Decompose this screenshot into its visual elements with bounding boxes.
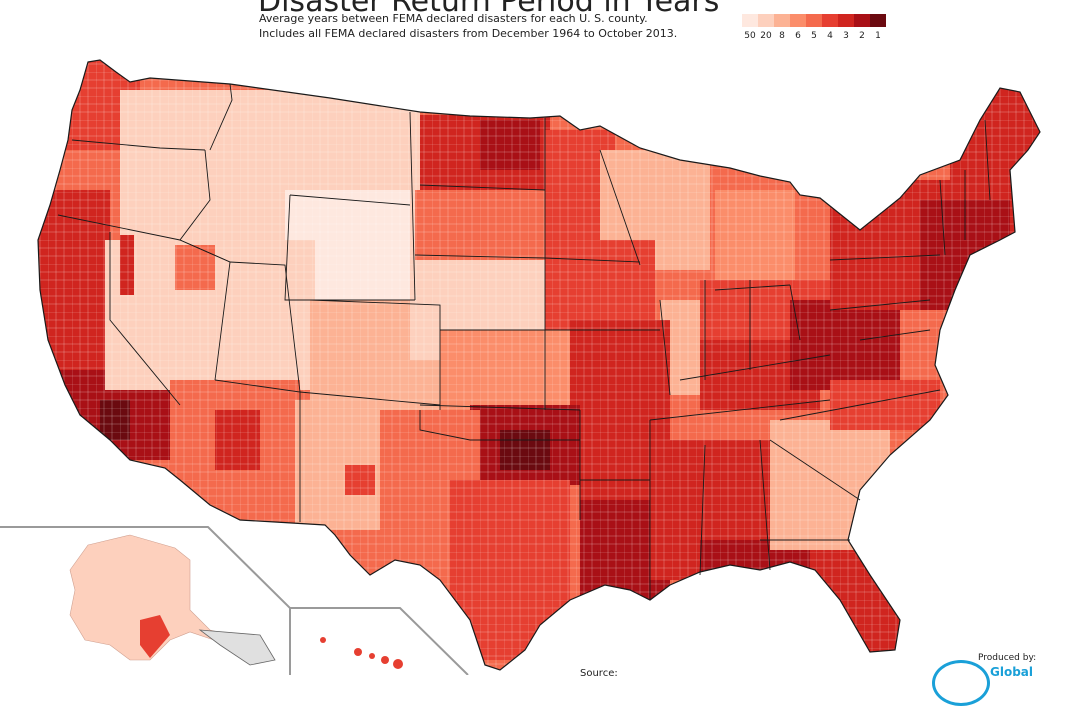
legend-swatch (870, 14, 886, 27)
legend-label: 3 (843, 31, 849, 41)
subtitle-line-2: Includes all FEMA declared disasters fro… (259, 27, 678, 40)
legend-labels: 50 20 8 6 5 4 3 2 1 (742, 31, 886, 41)
legend-label: 8 (779, 31, 785, 41)
globe-icon (932, 660, 990, 706)
legend: 50 20 8 6 5 4 3 2 1 (742, 14, 886, 41)
legend-label: 4 (827, 31, 833, 41)
alaska-inset-frame (0, 526, 291, 675)
legend-swatch (790, 14, 806, 27)
hawaii (320, 637, 403, 669)
legend-label: 20 (760, 31, 772, 41)
subtitle-line-1: Average years between FEMA declared disa… (259, 12, 648, 25)
legend-swatch (774, 14, 790, 27)
legend-swatch (838, 14, 854, 27)
produced-by-label: Produced by: (978, 653, 1037, 663)
state-borders (37, 59, 1041, 671)
legend-swatch (742, 14, 758, 27)
legend-label: 1 (875, 31, 881, 41)
legend-swatch (758, 14, 774, 27)
legend-swatches (742, 14, 886, 27)
legend-swatch (854, 14, 870, 27)
legend-swatch (806, 14, 822, 27)
source-label: Source: (580, 668, 618, 679)
hawaii-inset-frame (290, 607, 469, 675)
legend-swatch (822, 14, 838, 27)
inset-frames (0, 526, 469, 675)
legend-label: 6 (795, 31, 801, 41)
brand-label: Global (990, 665, 1034, 679)
map-title: Disaster Return Period in Years (258, 0, 720, 19)
legend-label: 5 (811, 31, 817, 41)
legend-label: 2 (859, 31, 865, 41)
legend-label: 50 (744, 31, 756, 41)
alaska (69, 534, 276, 666)
us-county-map (0, 59, 1041, 675)
